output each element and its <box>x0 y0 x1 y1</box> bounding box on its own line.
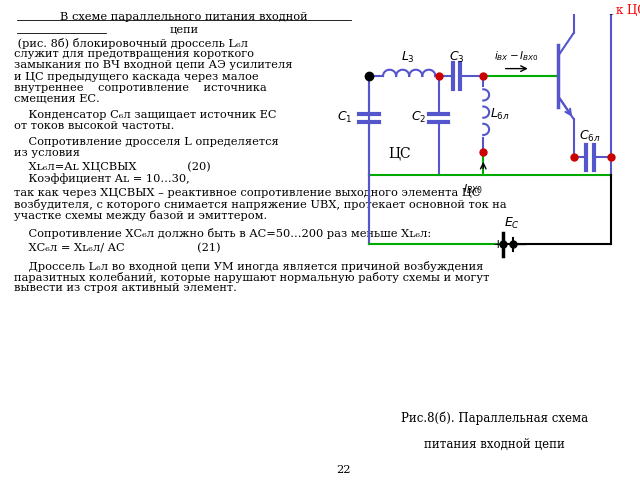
Text: и ЦС предыдущего каскада через малое: и ЦС предыдущего каскада через малое <box>13 72 258 82</box>
Text: −: − <box>515 238 527 252</box>
Text: $C_2$: $C_2$ <box>411 109 426 125</box>
Text: 22: 22 <box>337 465 351 475</box>
Text: внутреннее    сопротивление    источника: внутреннее сопротивление источника <box>13 83 266 93</box>
Text: $L_{6л}$: $L_{6л}$ <box>490 107 510 121</box>
Text: $C_1$: $C_1$ <box>337 109 353 125</box>
Text: $C_3$: $C_3$ <box>449 49 465 64</box>
Text: к ЦС: к ЦС <box>616 4 640 17</box>
Text: цепи: цепи <box>170 25 198 35</box>
Text: Конденсатор C₆л защищает источник EС: Конденсатор C₆л защищает источник EС <box>13 110 276 120</box>
Text: $i_{ВХ}-I_{ВХ0}$: $i_{ВХ}-I_{ВХ0}$ <box>494 49 539 63</box>
Text: так как через XЦСВЫХ – реактивное сопротивление выходного элемента ЦС: так как через XЦСВЫХ – реактивное сопрот… <box>13 188 480 198</box>
Text: $E_C$: $E_C$ <box>504 216 520 231</box>
Text: служит для предотвращения короткого: служит для предотвращения короткого <box>13 49 253 60</box>
Text: смещения EС.: смещения EС. <box>13 94 99 104</box>
Text: $C_{6л}$: $C_{6л}$ <box>579 129 601 144</box>
Text: Сопротивление дросселя L определяется: Сопротивление дросселя L определяется <box>13 137 278 147</box>
Text: вывести из строя активный элемент.: вывести из строя активный элемент. <box>13 283 236 293</box>
Text: от токов высокой частоты.: от токов высокой частоты. <box>13 121 174 131</box>
Text: Xʟ₆л=Aʟ XЦСВЫХ              (20): Xʟ₆л=Aʟ XЦСВЫХ (20) <box>13 162 211 172</box>
Text: Рис.8(б). Параллельная схема: Рис.8(б). Параллельная схема <box>401 412 588 425</box>
Text: Сопротивление XС₆л должно быть в AС=50...200 раз меньше Xʟ₆л:: Сопротивление XС₆л должно быть в AС=50..… <box>13 228 431 239</box>
Text: Коэффициент Aʟ = 10...30,: Коэффициент Aʟ = 10...30, <box>13 173 189 183</box>
Text: замыкания по ВЧ входной цепи АЭ усилителя: замыкания по ВЧ входной цепи АЭ усилител… <box>13 60 292 71</box>
Text: паразитных колебаний, которые нарушают нормальную работу схемы и могут: паразитных колебаний, которые нарушают н… <box>13 272 489 283</box>
Text: из условия: из условия <box>13 148 79 158</box>
Text: $I_{ВХ0}$: $I_{ВХ0}$ <box>463 182 484 196</box>
Text: +: + <box>492 238 503 251</box>
Text: $L_3$: $L_3$ <box>401 49 415 64</box>
Text: питания входной цепи: питания входной цепи <box>424 438 565 451</box>
Text: XС₆л = Xʟ₆л/ AС                    (21): XС₆л = Xʟ₆л/ AС (21) <box>13 243 220 253</box>
Text: Дроссель L₆л во входной цепи УМ иногда является причиной возбуждения: Дроссель L₆л во входной цепи УМ иногда я… <box>13 261 483 272</box>
Text: ЦС: ЦС <box>388 146 411 160</box>
Text: В схеме параллельного питания входной: В схеме параллельного питания входной <box>60 12 308 22</box>
Text: участке схемы между базой и эмиттером.: участке схемы между базой и эмиттером. <box>13 210 267 221</box>
Text: возбудителя, с которого снимается напряжение UВХ, протекает основной ток на: возбудителя, с которого снимается напряж… <box>13 199 506 210</box>
Text: (рис. 8б) блокировочный дроссель L₆л: (рис. 8б) блокировочный дроссель L₆л <box>13 38 248 49</box>
